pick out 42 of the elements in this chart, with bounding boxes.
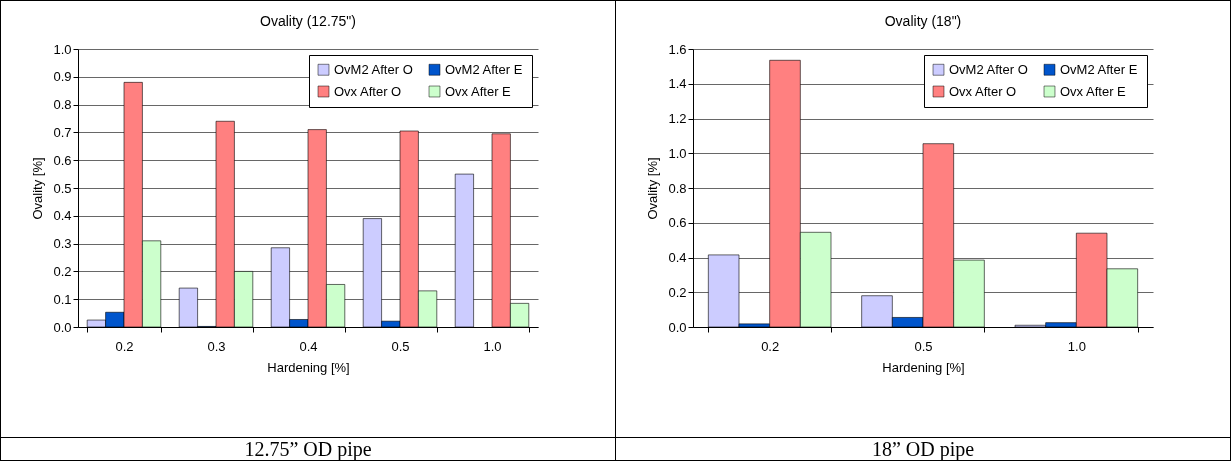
y-tick-label: 0.9 bbox=[53, 69, 72, 85]
x-axis-title: Hardening [%] bbox=[267, 359, 350, 375]
chart-title: Ovality (12.75") bbox=[259, 13, 357, 29]
y-axis-title: Ovality [%] bbox=[645, 157, 661, 220]
y-tick-label: 0.4 bbox=[53, 208, 72, 224]
legend-label: OvM2 After E bbox=[445, 61, 523, 77]
y-axis-title: Ovality [%] bbox=[30, 157, 46, 220]
x-tick-label: 0.2 bbox=[761, 338, 780, 354]
y-tick-label: 1.6 bbox=[668, 41, 687, 57]
legend-label: Ovx After O bbox=[949, 83, 1017, 99]
y-tick-label: 0.7 bbox=[53, 124, 72, 140]
y-tick-label: 1.4 bbox=[668, 76, 687, 92]
x-tick-label: 1.0 bbox=[483, 338, 502, 354]
y-tick-label: 0.0 bbox=[53, 319, 72, 335]
y-tick-label: 0.2 bbox=[53, 263, 72, 279]
y-tick-label: 0.5 bbox=[53, 180, 72, 196]
legend-label: Ovx After E bbox=[445, 83, 512, 99]
chart-title: Ovality (18") bbox=[884, 13, 962, 29]
y-tick-label: 0.0 bbox=[668, 319, 687, 335]
x-tick-label: 0.2 bbox=[115, 338, 134, 354]
y-tick-label: 0.2 bbox=[668, 284, 687, 300]
legend-label: OvM2 After O bbox=[949, 61, 1028, 77]
y-tick-label: 0.8 bbox=[668, 180, 687, 196]
y-tick-label: 0.3 bbox=[53, 236, 72, 252]
legend-label: Ovx After E bbox=[1060, 83, 1127, 99]
legend-label: Ovx After O bbox=[334, 83, 402, 99]
x-tick-label: 0.3 bbox=[207, 338, 226, 354]
legend-label: OvM2 After O bbox=[334, 61, 413, 77]
y-tick-label: 0.6 bbox=[53, 152, 72, 168]
x-tick-label: 0.5 bbox=[914, 338, 933, 354]
y-tick-label: 0.6 bbox=[668, 215, 687, 231]
x-tick-label: 1.0 bbox=[1067, 338, 1086, 354]
y-tick-label: 1.0 bbox=[53, 41, 72, 57]
y-tick-label: 1.0 bbox=[668, 145, 687, 161]
y-tick-label: 0.1 bbox=[53, 291, 72, 307]
x-tick-label: 0.5 bbox=[391, 338, 410, 354]
x-tick-label: 0.4 bbox=[299, 338, 318, 354]
y-tick-label: 1.2 bbox=[668, 111, 687, 126]
x-axis-title: Hardening [%] bbox=[882, 359, 965, 375]
y-tick-label: 0.8 bbox=[53, 97, 72, 113]
y-tick-label: 0.4 bbox=[668, 250, 687, 265]
legend-label: OvM2 After E bbox=[1060, 61, 1138, 77]
